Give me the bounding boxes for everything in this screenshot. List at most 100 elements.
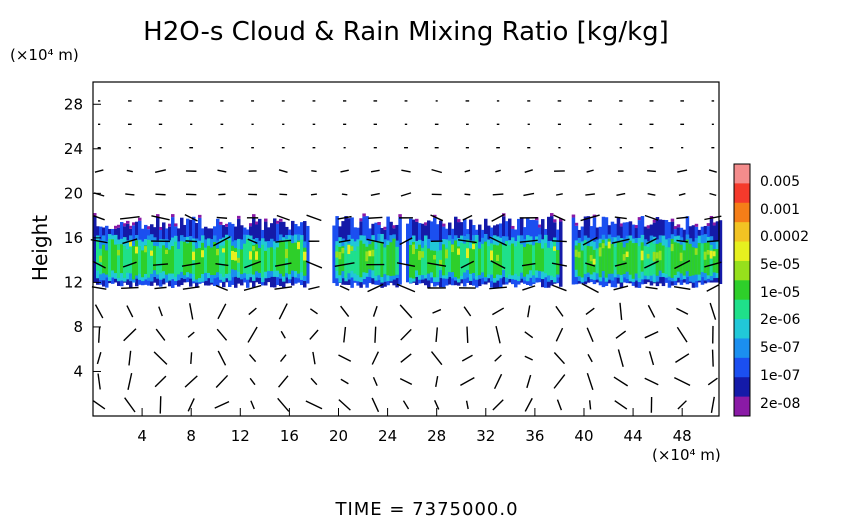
wind-vector [182,286,200,290]
y-tick-label: 12 [64,273,83,291]
wind-vector [676,307,689,315]
cloud-cell [255,251,259,260]
colorbar-label: 0.001 [760,202,800,218]
cloud-cell [676,243,681,272]
wind-vector [370,192,380,197]
cloud-cell [553,241,557,278]
wind-vector [309,308,318,315]
cloud-cell [715,249,720,274]
x-tick-label: 32 [476,427,495,445]
wind-vector [396,262,416,268]
wind-vector [274,262,292,267]
wind-vector [215,284,228,292]
cloud-cell [439,259,443,267]
wind-vector [338,239,351,243]
wind-vector [614,216,627,220]
cloud-cell [559,221,563,287]
wind-vector [613,285,629,291]
cloud-cell [577,251,582,258]
wind-vector [433,399,440,410]
cloud-cell [303,251,307,261]
cloud-cell [386,244,390,276]
cloud-cell [535,242,539,271]
wind-vector [553,352,566,365]
wind-vector [402,400,410,410]
cloud-cell [347,243,351,274]
cloud-cell [547,247,551,276]
colorbar-swatch [734,396,750,417]
cloud-cell [246,238,250,274]
wind-vector [614,400,628,410]
cloud-cell [472,244,476,250]
wind-vector [585,193,595,196]
cloud-cell [622,254,627,261]
wind-vector [676,326,688,343]
cloud-cell [120,244,124,274]
y-tick-label: 20 [64,184,83,202]
cloud-cell [553,246,557,251]
wind-vector [278,169,288,173]
cloud-cell [574,245,579,270]
wind-vector [216,216,228,219]
wind-vector [310,377,318,386]
cloud-cell [457,246,461,279]
wind-vector [274,286,293,290]
wind-vector [372,376,378,387]
wind-vector [707,377,718,386]
cloud-cell [335,251,339,258]
cloud-cell [412,241,416,279]
wind-vector [279,193,288,196]
wind-vector [435,327,439,343]
cloud-cell [607,241,612,249]
wind-vector [580,214,600,222]
wind-vector [396,283,416,293]
wind-vector [126,305,134,318]
cloud-cell [538,243,542,272]
wind-vector [399,237,413,246]
cloud-cell [616,241,621,275]
wind-vector [674,376,691,386]
cloud-cell [338,246,342,276]
wind-vector [187,398,195,412]
cloud-cell [673,226,678,230]
cloud-cell [415,218,419,222]
cloud-cell [430,250,434,273]
cloud-cell [306,225,310,284]
wind-vector [644,377,659,386]
wind-vector [310,193,317,196]
wind-vector [519,239,538,243]
cloud-cell [445,249,449,259]
cloud-cell [249,223,253,227]
cloud-cell [383,226,387,230]
cloud-cell [622,247,627,275]
wind-vector [555,327,564,342]
cloud-cell [258,248,262,273]
wind-vector [337,215,352,220]
wind-vector [216,328,228,341]
cloud-cell [670,238,675,278]
cloud-cell [409,244,413,278]
cloud-cell [652,219,657,223]
cloud-cell [303,247,307,276]
cloud-cell [102,244,106,274]
wind-vector [399,304,413,319]
wind-vector [555,193,563,196]
cloud-cell [138,217,142,221]
wind-vector [372,305,378,317]
cloud-cell [634,242,639,274]
wind-vector [243,284,262,292]
cloud-cell [207,245,211,273]
cloud-cell [577,242,582,277]
wind-vector [644,214,659,221]
colorbar-swatch [734,338,750,359]
wind-vector [521,262,536,267]
cloud-cell [276,247,280,271]
wind-vector [586,372,594,391]
cloud-cell [655,252,660,259]
cloud-cell [544,243,548,274]
cloud-cell [267,247,271,272]
wind-vector [217,303,227,320]
cloud-cell [282,241,286,277]
wind-vector [613,376,629,387]
colorbar-swatch [734,357,750,378]
